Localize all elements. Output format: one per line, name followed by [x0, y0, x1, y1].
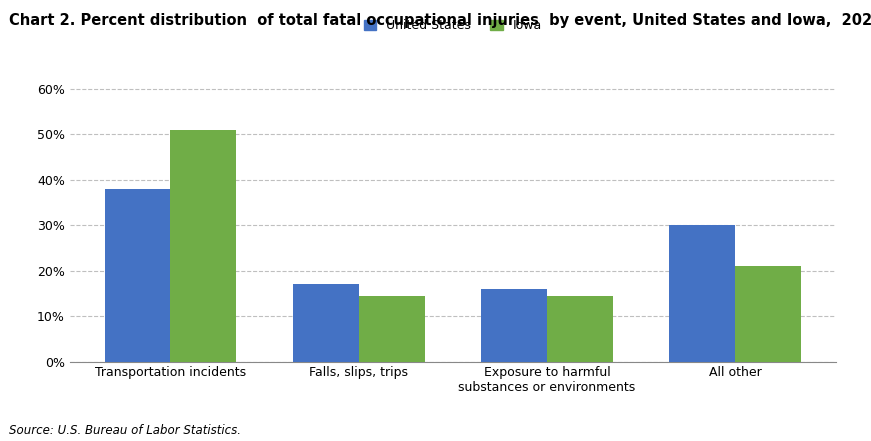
Bar: [547, 296, 613, 362]
Bar: [171, 130, 236, 362]
Bar: [293, 284, 359, 362]
Bar: [735, 266, 801, 362]
Bar: [481, 289, 547, 362]
Text: Source: U.S. Bureau of Labor Statistics.: Source: U.S. Bureau of Labor Statistics.: [9, 424, 240, 437]
Text: Chart 2. Percent distribution  of total fatal occupational injuries  by event, U: Chart 2. Percent distribution of total f…: [9, 13, 871, 28]
Legend: United States, Iowa: United States, Iowa: [364, 19, 542, 32]
Bar: [105, 189, 171, 362]
Bar: [359, 296, 425, 362]
Bar: [670, 225, 735, 362]
